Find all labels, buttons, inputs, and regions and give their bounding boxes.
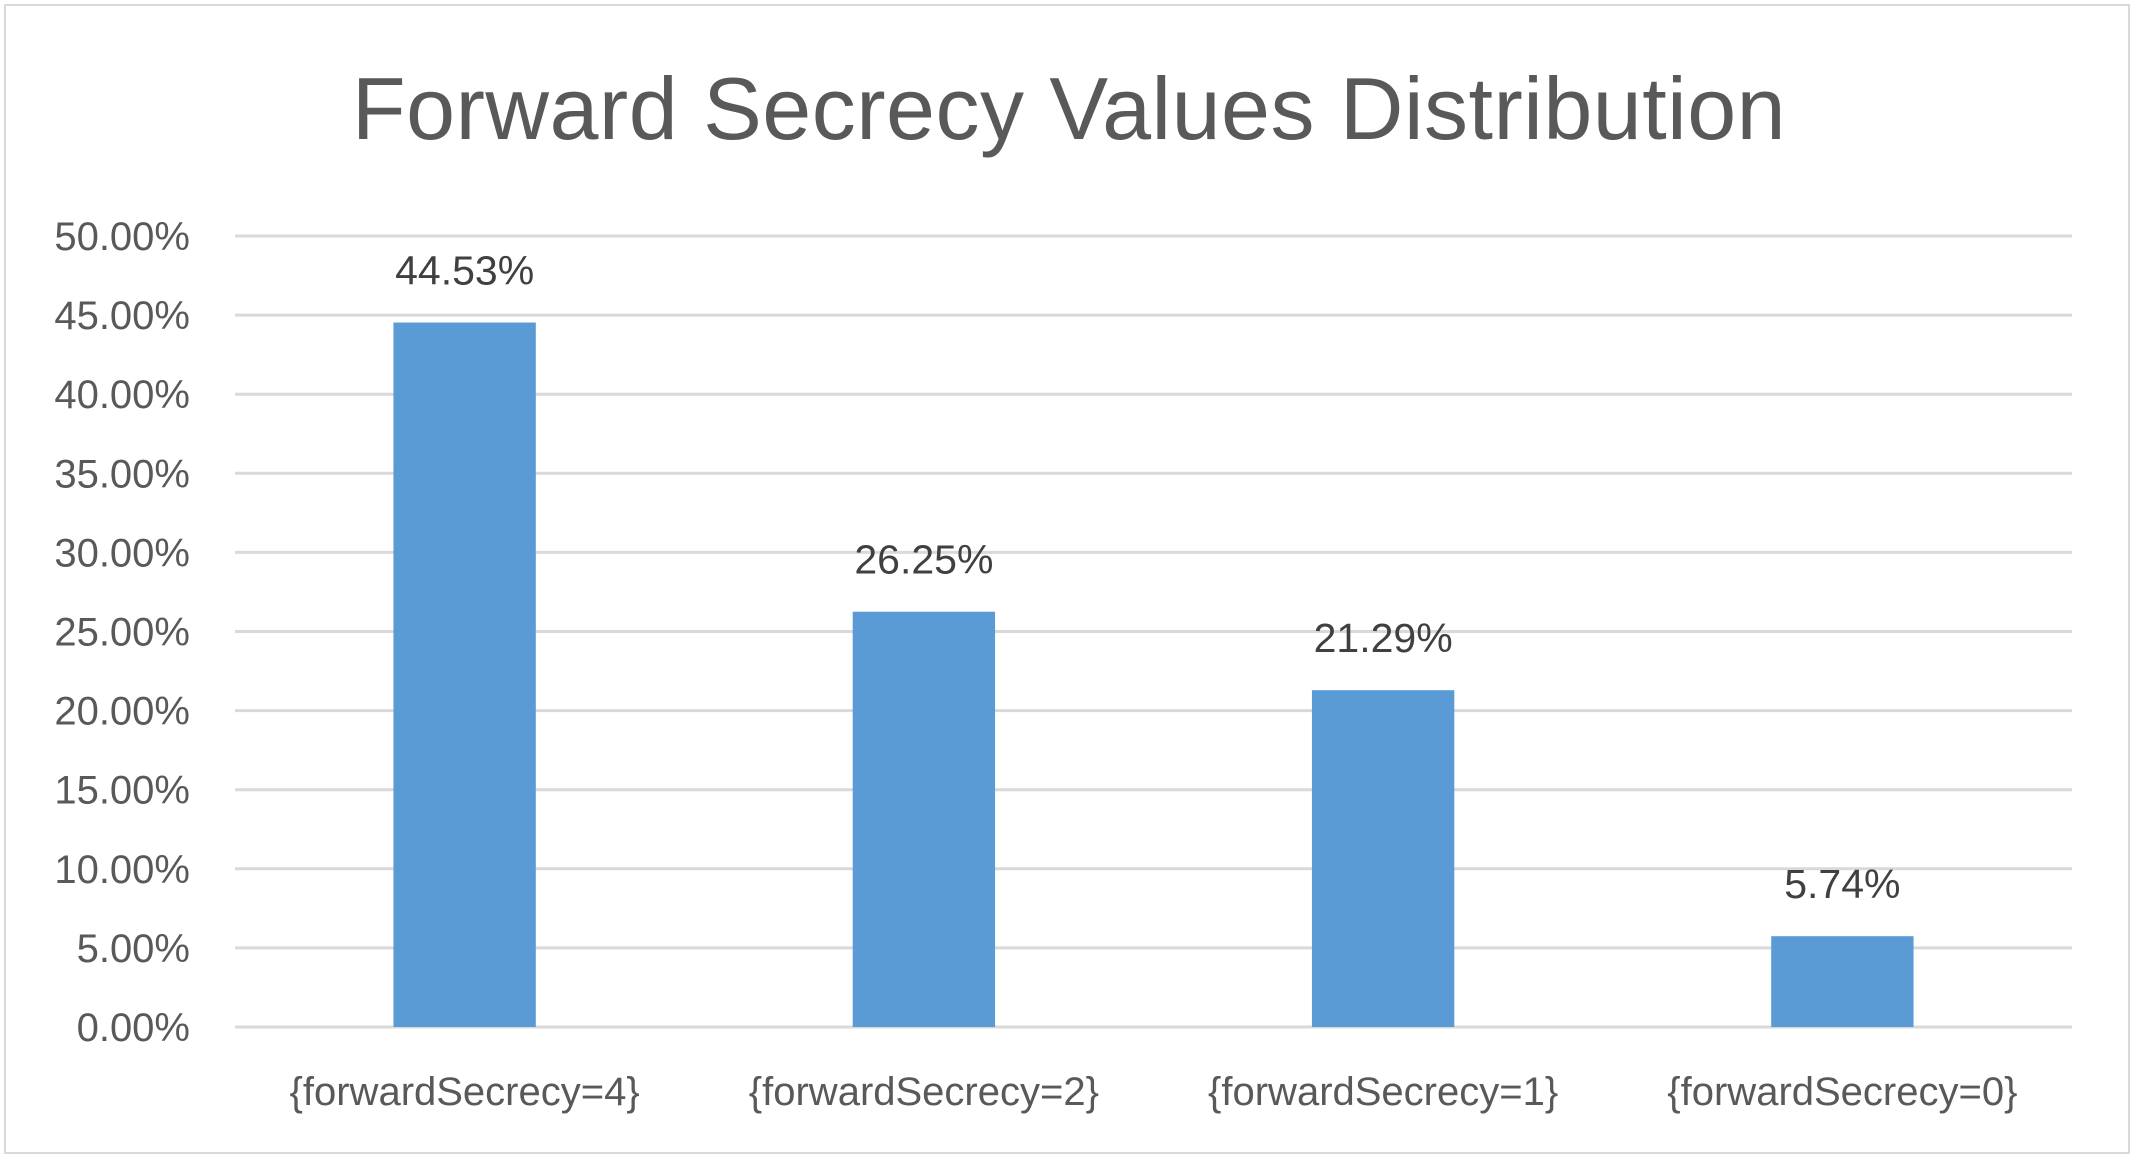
data-label: 21.29% [1314,615,1453,661]
x-category-label: {forwardSecrecy=2} [749,1070,1099,1114]
y-tick-label: 30.00% [54,531,190,575]
y-tick-label: 0.00% [77,1006,190,1050]
bar [852,611,996,1027]
y-tick-label: 50.00% [54,215,190,259]
y-axis-tick-labels: 0.00% 5.00% 10.00% 15.00% 20.00% 25.00% 30.00%… [54,215,190,1050]
x-category-label: {forwardSecrecy=1} [1208,1070,1558,1114]
chart-title: Forward Secrecy Values Distribution [351,59,1787,158]
y-tick-label: 25.00% [54,611,190,655]
data-labels: 44.53% 26.25% 21.29% 5.74% [395,248,1900,908]
y-tick-label: 40.00% [54,373,190,417]
y-tick-label: 35.00% [54,452,190,496]
bar [393,322,536,1027]
bar [1311,690,1455,1027]
bar [1771,936,1914,1027]
data-label: 44.53% [395,248,534,294]
x-category-label: {forwardSecrecy=0} [1667,1070,2017,1114]
y-tick-label: 15.00% [54,769,190,813]
data-label: 26.25% [854,537,993,583]
y-tick-label: 5.00% [77,927,190,971]
x-category-label: {forwardSecrecy=4} [290,1070,640,1114]
y-tick-label: 45.00% [54,294,190,338]
gridlines [235,234,2072,1029]
y-tick-label: 10.00% [54,848,190,892]
data-label: 5.74% [1784,861,1900,907]
y-tick-label: 20.00% [54,690,190,734]
bars [393,322,1914,1027]
x-axis-category-labels: {forwardSecrecy=4} {forwardSecrecy=2} {for… [290,1070,2018,1114]
